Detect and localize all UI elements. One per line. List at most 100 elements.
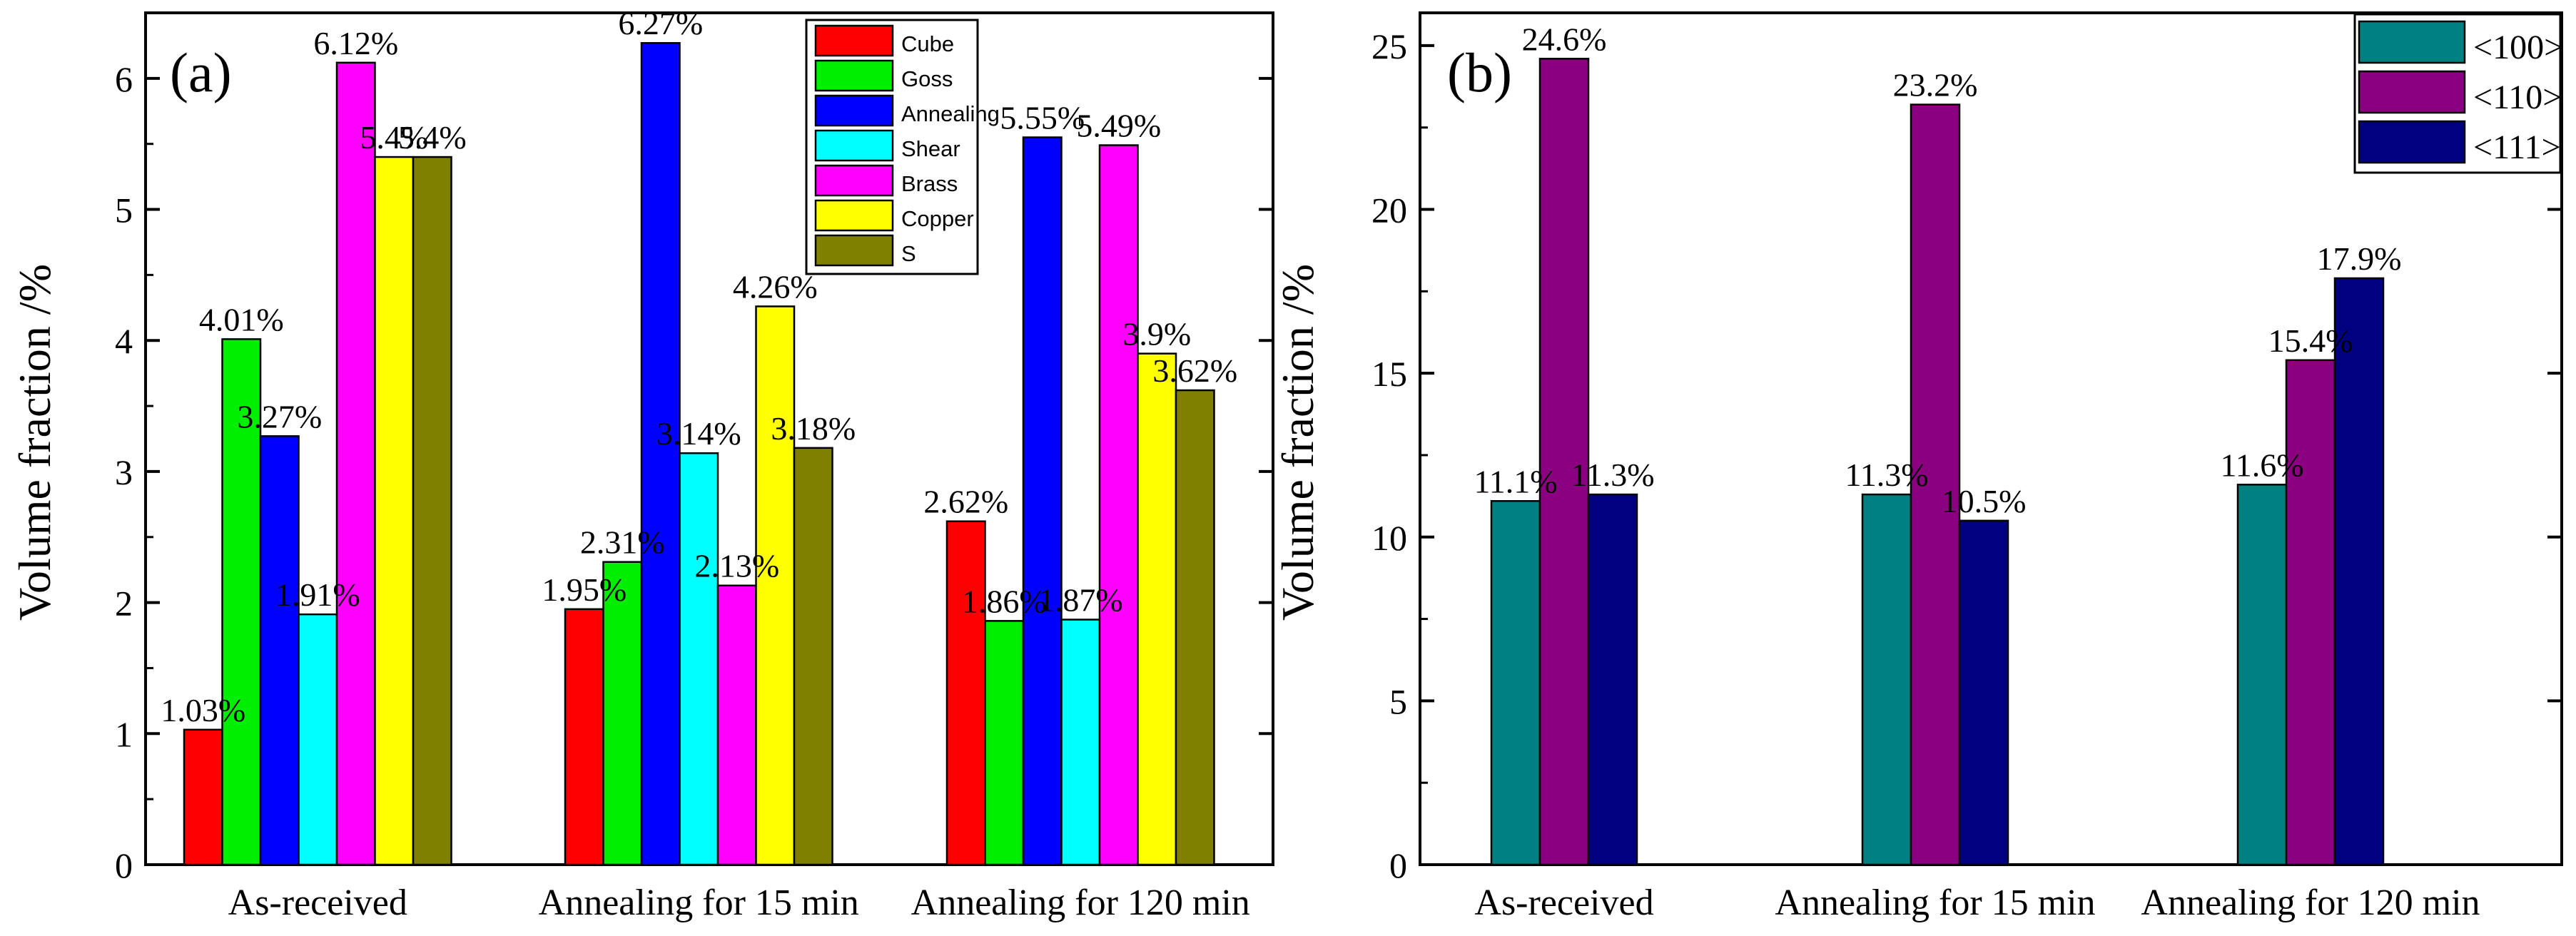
bar-shear-1 — [679, 452, 719, 866]
legend-label: <100> — [2473, 29, 2563, 66]
x-tick-label: As-received — [228, 882, 407, 923]
bar-110-0 — [1538, 58, 1590, 866]
x-tick-label: Annealing for 120 min — [911, 882, 1250, 923]
data-label: 1.86% — [962, 583, 1047, 619]
legend-label: <111> — [2473, 128, 2561, 166]
legend-swatch-cube — [814, 24, 894, 57]
legend-swatch-copper — [814, 199, 894, 232]
chart-b-y-axis-label: Volume fraction /% — [1272, 264, 1323, 621]
y-tick-label: 15 — [1371, 354, 1407, 394]
y-tick-label: 5 — [115, 190, 133, 230]
chart-a: (a) Volume fraction /% 0 1 2 3 4 5 6 As-receiv… — [9, 5, 1274, 923]
legend-swatch-goss — [814, 59, 894, 92]
data-label: 3.14% — [656, 415, 741, 452]
data-label: 11.3% — [1571, 457, 1654, 493]
data-label: 1.03% — [161, 692, 245, 728]
bar-shear-0 — [298, 613, 338, 866]
data-label: 24.6% — [1522, 21, 1607, 57]
chart-a-panel-label: (a) — [170, 41, 232, 103]
data-label: 4.26% — [733, 268, 818, 305]
bar-annealing-2 — [1022, 136, 1063, 866]
bar-100-1 — [1861, 493, 1912, 866]
data-label: 3.18% — [771, 410, 856, 447]
bar-copper-2 — [1137, 352, 1177, 866]
y-tick-label: 20 — [1371, 190, 1407, 230]
data-label: 4.01% — [199, 301, 284, 337]
data-label: 3.9% — [1122, 316, 1191, 352]
bar-s-2 — [1175, 389, 1215, 866]
chart-a-x-axis: As-received Annealing for 15 min Annealing… — [228, 852, 1250, 923]
y-tick-label: 10 — [1371, 518, 1407, 558]
y-tick-label: 2 — [115, 584, 133, 624]
legend-label: Shear — [901, 136, 960, 161]
data-label: 11.3% — [1845, 457, 1928, 493]
bar-brass-1 — [716, 584, 757, 866]
y-tick-label: 25 — [1371, 26, 1407, 66]
chart-b-x-axis: As-received Annealing for 15 min Annealing… — [1474, 852, 2480, 923]
data-label: 3.62% — [1152, 352, 1237, 389]
data-label: 5.55% — [1000, 100, 1085, 136]
legend-swatch-shear — [814, 129, 894, 162]
legend-swatch-s — [814, 234, 894, 267]
bar-100-0 — [1490, 500, 1541, 866]
data-label: 3.27% — [237, 398, 322, 434]
legend-swatch-110 — [2358, 70, 2466, 114]
data-label: 5.4% — [398, 119, 467, 156]
y-tick-label: 6 — [115, 59, 133, 99]
bar-111-0 — [1587, 493, 1638, 866]
chart-b-y-axis: 0 5 10 15 20 25 — [1371, 26, 2562, 885]
chart-a-y-axis: 0 1 2 3 4 5 6 — [115, 59, 1273, 885]
bar-annealing-0 — [259, 435, 300, 866]
x-tick-label: Annealing for 15 min — [539, 882, 859, 923]
bar-110-1 — [1910, 103, 1961, 866]
data-label: 2.62% — [923, 484, 1008, 520]
bar-shear-2 — [1060, 619, 1101, 866]
bar-brass-2 — [1098, 144, 1139, 866]
x-tick-label: As-received — [1474, 882, 1653, 923]
legend-label: Brass — [901, 171, 958, 196]
bar-goss-1 — [602, 561, 643, 866]
legend-swatch-111 — [2358, 120, 2466, 164]
legend-swatch-annealing — [814, 94, 894, 127]
data-label: 15.4% — [2268, 322, 2353, 359]
bar-brass-0 — [335, 61, 376, 866]
bar-110-2 — [2285, 359, 2336, 866]
data-label: 2.13% — [694, 548, 779, 584]
bar-cube-2 — [945, 520, 986, 866]
chart-a-bars — [183, 41, 1215, 866]
bar-goss-2 — [984, 620, 1025, 866]
y-tick-label: 4 — [115, 321, 133, 361]
bar-111-1 — [1958, 519, 2009, 866]
data-label: 6.12% — [313, 25, 398, 61]
chart-b-bars — [1490, 58, 2385, 866]
legend-label: <110> — [2473, 78, 2562, 116]
chart-a-legend: Cube Goss Annealing Shear Brass Copper S — [805, 19, 1000, 275]
data-label: 23.2% — [1893, 67, 1978, 103]
legend-label: Cube — [901, 31, 954, 56]
legend-swatch-brass — [814, 164, 894, 197]
bar-111-2 — [2333, 277, 2385, 866]
data-label: 11.1% — [1474, 463, 1557, 499]
bar-copper-1 — [755, 305, 796, 866]
data-label: 5.4% — [360, 119, 428, 156]
legend-swatch-100 — [2358, 20, 2466, 64]
x-tick-label: Annealing for 120 min — [2141, 882, 2480, 923]
bar-100-2 — [2236, 484, 2288, 866]
data-label: 1.95% — [542, 571, 627, 608]
bar-copper-0 — [374, 156, 415, 866]
legend-label: Goss — [901, 66, 953, 91]
y-tick-label: 5 — [1389, 681, 1407, 721]
data-label: 2.31% — [580, 524, 665, 561]
data-label: 1.91% — [275, 576, 360, 613]
chart-b: (b) Volume fraction /% 0 5 10 15 20 25 As-rec… — [1272, 11, 2563, 923]
bar-s-1 — [793, 447, 833, 866]
y-tick-label: 1 — [115, 714, 133, 754]
chart-b-data-labels: 11.1% 24.6% 11.3% 11.3% 23.2% 10.5% 11.6% 15.4%… — [1474, 21, 2401, 519]
data-label: 1.87% — [1038, 581, 1123, 618]
chart-b-panel-label: (b) — [1447, 41, 1512, 103]
bar-s-0 — [412, 156, 452, 866]
y-tick-label: 0 — [115, 845, 133, 885]
y-tick-label: 3 — [115, 452, 133, 492]
legend-label: Copper — [901, 206, 974, 231]
